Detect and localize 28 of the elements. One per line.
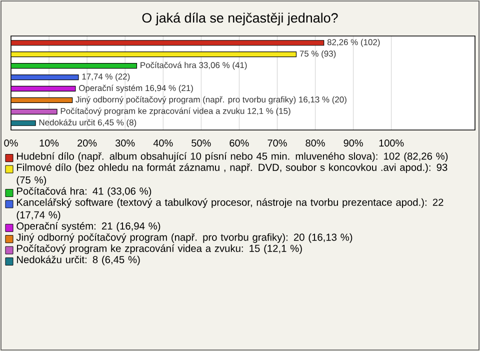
x-tick-label: 100% (379, 140, 404, 147)
data-label: Jiný odborný počítačový program (např. pro tvorbu grafiky) 16,13 % (20) (76, 96, 346, 104)
x-tick-label: 30% (116, 140, 135, 147)
data-label: Nedokážu určit 6,45 % (8) (39, 119, 136, 128)
x-tick-label: 80% (306, 140, 325, 147)
data-label: Počítačová hra 33,06 % (41) (140, 62, 247, 70)
x-tick-label: 40% (153, 140, 173, 147)
chart-title: O jaká díla se nejčastěji jednalo? (142, 12, 338, 26)
legend-label: Nedokážu určit: 8 (6,45 %) (17, 256, 140, 266)
legend-label: Počítačová hra: 41 (33,06 %) (17, 187, 152, 197)
x-tick-label: 90% (344, 140, 363, 147)
legend-label: Filmové dílo (bez ohledu na formát záznamu , např. DVD, soubor s koncovkou .avi apod.): 93 (75 %) (16, 163, 448, 186)
x-tick-label: 10% (40, 140, 59, 147)
x-tick-label: 20% (78, 140, 97, 147)
data-label: 82,26 % (102) (327, 38, 380, 47)
data-label: 75 % (93) (300, 50, 336, 58)
data-label: Počítačový program ke zpracování videa a zvuku 12,1 % (15) (60, 108, 290, 116)
legend-label: Hudební dílo (např. album obsahující 10 písní nebo 45 min. mluveného slova): 102 (82,26 %) (17, 152, 448, 162)
legend-label: Počítačový program ke zpracování videa a zvuku: 15 (12,1 %) (17, 244, 302, 254)
data-label: Operační systém 16,94 % (21) (79, 84, 193, 93)
legend-label: Jiný odborný počítačový program (např. pro tvorbu grafiky): 20 (16,13 %) (16, 233, 352, 243)
x-tick-label: 70% (268, 140, 287, 147)
legend-label: Operační systém: 21 (16,94 %) (16, 222, 160, 232)
x-tick-label: 50% (192, 140, 211, 147)
data-label: 17,74 % (22) (82, 73, 130, 82)
x-tick-label: 60% (230, 140, 249, 147)
legend-label: Kancelářský software (textový a tabulkový procesor, nástroje na tvorbu prezentace apod.): 22 (17,74 %) (16, 198, 444, 220)
x-tick-label: 0% (4, 140, 18, 147)
